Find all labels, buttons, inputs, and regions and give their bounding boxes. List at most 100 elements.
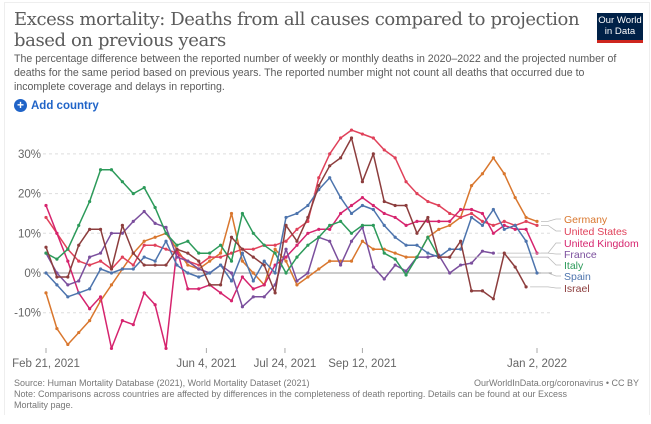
data-point: [175, 263, 179, 267]
series-spain: [44, 176, 539, 299]
data-point: [229, 299, 234, 303]
license-link[interactable]: OurWorldInData.org/coronavirus • CC BY: [473, 378, 639, 388]
data-point: [186, 263, 190, 267]
data-point: [437, 219, 441, 223]
data-point: [295, 279, 299, 283]
series-line[interactable]: [45, 129, 538, 270]
legend-label[interactable]: Germany: [564, 214, 608, 226]
data-point: [218, 243, 223, 247]
legend-connector: [442, 256, 561, 266]
data-point: [295, 227, 299, 231]
data-point: [426, 215, 430, 220]
legend-label[interactable]: United States: [564, 226, 627, 238]
data-point: [371, 223, 375, 227]
data-point: [284, 271, 288, 275]
data-point: [459, 215, 463, 220]
data-point: [120, 255, 124, 259]
y-tick-label: -10%: [14, 308, 41, 320]
data-point: [66, 247, 70, 251]
data-point: [109, 168, 114, 172]
data-point: [273, 251, 277, 255]
add-country-button[interactable]: + Add country: [14, 99, 99, 112]
data-point: [98, 251, 103, 255]
data-point: [317, 235, 321, 239]
data-point: [77, 291, 81, 295]
data-point: [88, 319, 92, 323]
data-point: [88, 199, 92, 204]
data-point: [404, 269, 408, 273]
data-point: [371, 136, 375, 140]
data-point: [273, 271, 277, 275]
data-point: [295, 239, 299, 243]
data-point: [393, 156, 397, 160]
data-point: [98, 168, 103, 172]
data-point: [284, 239, 288, 243]
data-point: [218, 263, 223, 267]
data-point: [491, 231, 495, 235]
data-point: [513, 223, 517, 227]
data-point: [349, 239, 354, 243]
data-point: [535, 271, 539, 275]
legend-label[interactable]: Italy: [564, 260, 584, 272]
data-point: [251, 279, 255, 283]
data-point: [77, 330, 81, 335]
data-point: [502, 219, 506, 223]
data-point: [426, 255, 430, 259]
owid-logo[interactable]: Our World in Data: [597, 13, 643, 43]
data-point: [240, 251, 244, 255]
data-point: [44, 215, 48, 220]
legend-label[interactable]: Spain: [564, 271, 591, 283]
data-point: [491, 223, 495, 227]
data-point: [120, 267, 124, 271]
data-point: [164, 346, 168, 351]
data-point: [448, 271, 452, 275]
data-point: [240, 275, 244, 279]
data-point: [66, 342, 70, 347]
y-tick-label: 30%: [18, 149, 41, 161]
data-point: [349, 259, 354, 263]
data-point: [55, 257, 59, 261]
data-point: [55, 326, 59, 331]
data-point: [491, 156, 495, 160]
plus-circle-icon: +: [14, 99, 27, 112]
data-point: [131, 267, 135, 271]
data-point: [44, 251, 48, 255]
data-point: [251, 231, 255, 235]
data-point: [109, 283, 114, 287]
data-point: [55, 231, 59, 235]
data-point: [262, 295, 266, 299]
data-point: [306, 275, 310, 279]
legend-label[interactable]: Israel: [564, 283, 590, 295]
data-point: [142, 209, 146, 214]
data-point: [349, 203, 354, 208]
data-point: [240, 259, 244, 263]
data-point: [360, 203, 365, 208]
data-point: [284, 259, 288, 263]
data-point: [88, 263, 92, 267]
data-point: [469, 261, 474, 265]
data-point: [393, 203, 397, 208]
data-point: [415, 231, 419, 235]
data-point: [229, 235, 234, 239]
data-point: [339, 211, 343, 216]
data-point: [360, 239, 365, 243]
data-point: [218, 283, 223, 287]
data-point: [186, 251, 190, 255]
data-point: [404, 273, 408, 277]
data-point: [404, 180, 408, 184]
data-point: [55, 275, 59, 279]
series-line[interactable]: [45, 210, 494, 308]
data-point: [480, 219, 485, 223]
data-point: [469, 211, 474, 216]
data-point: [317, 176, 321, 180]
legend-label[interactable]: France: [564, 249, 597, 261]
data-point: [251, 295, 255, 299]
data-point: [349, 136, 354, 140]
data-point: [131, 251, 135, 255]
legend-label[interactable]: United Kingdom: [564, 238, 639, 250]
legend-connector: [541, 272, 561, 277]
data-point: [469, 215, 474, 220]
series-line[interactable]: [45, 196, 538, 350]
data-point: [120, 319, 124, 323]
